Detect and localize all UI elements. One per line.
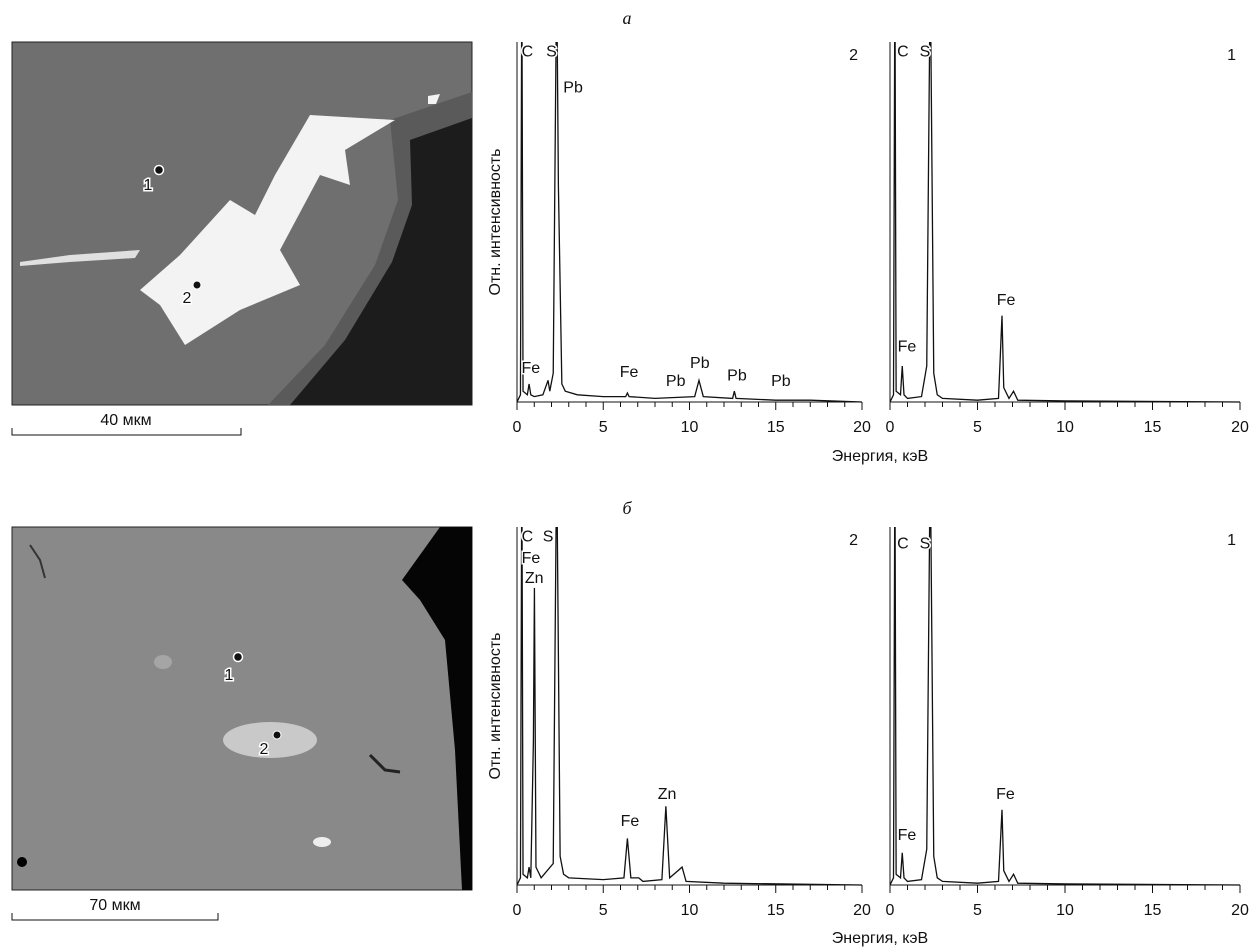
point-label: 2	[183, 290, 192, 307]
x-tick-label: 10	[1056, 419, 1074, 436]
corner-label: 1	[1227, 532, 1236, 549]
peak-label: Pb	[563, 79, 583, 96]
point-label: 1	[225, 667, 234, 684]
peak-label: Fe	[996, 786, 1015, 803]
peak-label: C	[897, 43, 909, 60]
x-tick-label: 10	[1056, 902, 1074, 919]
x-tick-label: 5	[973, 419, 982, 436]
scale-label: 70 мкм	[89, 897, 140, 914]
y-axis-label: Отн. интенсивность	[487, 633, 504, 780]
sem-image	[11, 41, 473, 406]
point-label: 1	[144, 177, 153, 194]
spectrum-line	[889, 42, 1241, 403]
peak-label: Fe	[997, 292, 1016, 309]
peak-label: Fe	[898, 827, 917, 844]
x-tick-label: 5	[973, 902, 982, 919]
peak-label: Fe	[522, 550, 541, 567]
peak-label: Fe	[620, 364, 639, 381]
x-tick-label: 5	[599, 419, 608, 436]
peak-label: Fe	[621, 813, 640, 830]
peak-label: Fe	[521, 360, 540, 377]
panel-label: а	[623, 8, 632, 28]
point-label: 2	[260, 741, 269, 758]
peak-label: S	[920, 535, 931, 552]
y-axis-label: Отн. интенсивность	[487, 149, 504, 296]
peak-label: Pb	[771, 373, 791, 390]
peak-label: Zn	[658, 786, 677, 803]
x-tick-label: 20	[1231, 419, 1249, 436]
x-tick-label: 15	[767, 902, 785, 919]
corner-label: 2	[849, 532, 858, 549]
spectrum-line	[889, 527, 1241, 886]
peak-label: C	[522, 43, 534, 60]
x-axis-label: Энергия, кэВ	[832, 448, 928, 465]
scale-bar	[11, 428, 242, 921]
x-tick-label: 20	[853, 902, 871, 919]
x-tick-label: 15	[767, 419, 785, 436]
x-axis-label: Энергия, кэВ	[832, 930, 928, 947]
x-tick-label: 5	[599, 902, 608, 919]
peak-label: Zn	[525, 570, 544, 587]
x-tick-label: 20	[853, 419, 871, 436]
sem-image	[11, 526, 473, 891]
panel-label: б	[622, 498, 632, 518]
peak-label: S	[546, 43, 557, 60]
peak-label: S	[920, 43, 931, 60]
scale-label: 40 мкм	[100, 412, 151, 429]
corner-label: 1	[1227, 47, 1236, 64]
spectrum-line	[516, 527, 863, 886]
x-tick-label: 15	[1144, 902, 1162, 919]
x-tick-label: 10	[681, 902, 699, 919]
peak-label: C	[897, 535, 909, 552]
x-tick-label: 0	[513, 902, 522, 919]
x-tick-label: 20	[1231, 902, 1249, 919]
x-tick-label: 0	[886, 902, 895, 919]
x-tick-label: 10	[681, 419, 699, 436]
peak-label: Pb	[690, 355, 710, 372]
spectrum-line	[516, 42, 863, 403]
peak-label: Pb	[727, 367, 747, 384]
peak-label: Pb	[666, 373, 686, 390]
x-tick-label: 0	[886, 419, 895, 436]
x-tick-label: 0	[513, 419, 522, 436]
peak-label: S	[543, 528, 554, 545]
peak-label: Fe	[898, 339, 917, 356]
corner-label: 2	[849, 47, 858, 64]
peak-label: C	[522, 528, 534, 545]
x-tick-label: 15	[1144, 419, 1162, 436]
